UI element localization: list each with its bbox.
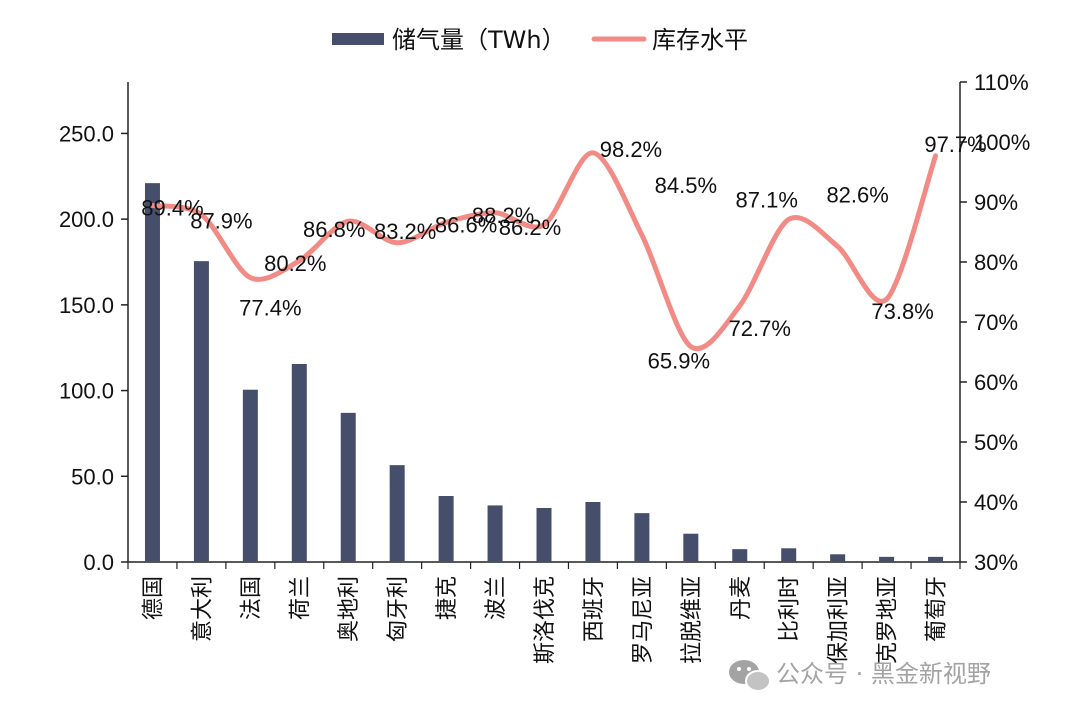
y-left-tick-label: 100.0 <box>59 379 114 404</box>
category-label: 荷兰 <box>288 576 313 620</box>
data-label: 82.6% <box>826 182 888 207</box>
data-label: 77.4% <box>239 296 301 321</box>
category-label: 克罗地亚 <box>876 576 901 664</box>
category-label: 葡萄牙 <box>925 576 950 642</box>
category-label: 法国 <box>239 576 264 620</box>
category-label: 波兰 <box>484 576 509 620</box>
series-line-inventory <box>149 150 939 352</box>
bar <box>438 496 454 562</box>
bar-series <box>144 183 944 562</box>
data-label: 73.8% <box>871 299 933 324</box>
bar <box>487 505 503 562</box>
category-label: 比利时 <box>778 576 803 642</box>
bar <box>634 513 650 562</box>
axes: 0.0 50.0 100.0 150.0 200.0 250.0 30% 40% 50% 60% 7… <box>59 70 1030 575</box>
bar <box>291 364 307 562</box>
category-label: 罗马尼亚 <box>631 576 656 664</box>
bar <box>340 412 356 562</box>
category-label: 保加利亚 <box>827 576 852 664</box>
y-right-tick-label: 70% <box>974 310 1018 335</box>
y-right-tick-label: 90% <box>974 190 1018 215</box>
category-label: 德国 <box>141 576 166 620</box>
bar <box>193 261 209 562</box>
legend-bar-swatch <box>332 33 384 45</box>
bar <box>536 508 552 562</box>
bar <box>683 533 699 562</box>
data-label: 86.2% <box>499 215 561 240</box>
bar <box>585 502 601 562</box>
category-labels: 德国 意大利 法国 荷兰 奥地利 匈牙利 捷克 波兰 斯洛伐克 西班牙 罗马尼亚 拉脱维亚 丹麦 比利时保… <box>141 576 949 664</box>
legend-line-label: 库存水平 <box>652 26 748 54</box>
data-labels: 89.4%87.9% 77.4% 80.2% 86.8% 83.2%86.6%88.2%… <box>141 132 986 374</box>
bar <box>242 389 258 562</box>
data-label: 98.2% <box>600 137 662 162</box>
data-label: 87.9% <box>190 209 252 234</box>
data-label: 87.1% <box>736 187 798 212</box>
watermark: 公众号 · 黑金新视野 <box>729 660 991 692</box>
bar <box>389 465 405 562</box>
legend: 储气量（TWh） 库存水平 <box>332 26 748 54</box>
y-right-tick-label: 80% <box>974 250 1018 275</box>
data-label: 86.8% <box>303 217 365 242</box>
category-label: 拉脱维亚 <box>680 576 705 664</box>
y-left-tick-label: 0.0 <box>83 550 114 575</box>
bar <box>732 549 748 562</box>
category-label: 奥地利 <box>337 576 362 642</box>
bar <box>781 548 797 562</box>
data-label: 86.6% <box>435 212 497 237</box>
y-left-tick-label: 50.0 <box>71 464 114 489</box>
bar <box>879 556 895 562</box>
y-right-tick-label: 110% <box>974 70 1029 95</box>
data-label: 89.4% <box>141 196 203 221</box>
bar <box>144 183 160 562</box>
y-left-tick-label: 200.0 <box>59 207 114 232</box>
category-label: 丹麦 <box>729 576 754 620</box>
legend-bar-label: 储气量（TWh） <box>392 26 566 54</box>
y-right-tick-label: 60% <box>974 370 1018 395</box>
bar <box>830 554 846 562</box>
data-label: 97.7% <box>924 132 986 157</box>
bar <box>928 556 944 562</box>
watermark-text: 公众号 · 黑金新视野 <box>776 660 991 688</box>
data-label: 72.7% <box>729 316 791 341</box>
y-right-tick-label: 40% <box>974 490 1018 515</box>
data-label: 80.2% <box>264 251 326 276</box>
line-series <box>149 150 939 352</box>
data-label: 83.2% <box>374 219 436 244</box>
y-left-tick-label: 150.0 <box>59 293 114 318</box>
data-label: 65.9% <box>648 349 710 374</box>
y-right-tick-label: 50% <box>974 430 1018 455</box>
wechat-icon <box>729 660 771 692</box>
category-label: 斯洛伐克 <box>533 576 558 664</box>
y-left-tick-label: 250.0 <box>59 121 114 146</box>
y-right-tick-label: 30% <box>974 550 1018 575</box>
category-label: 意大利 <box>190 576 215 642</box>
category-label: 捷克 <box>435 576 460 620</box>
category-label: 匈牙利 <box>386 576 411 642</box>
y-right-tick-label: 100% <box>974 130 1030 155</box>
data-label: 88.2% <box>472 203 534 228</box>
category-label: 西班牙 <box>582 576 607 642</box>
data-label: 84.5% <box>655 173 717 198</box>
